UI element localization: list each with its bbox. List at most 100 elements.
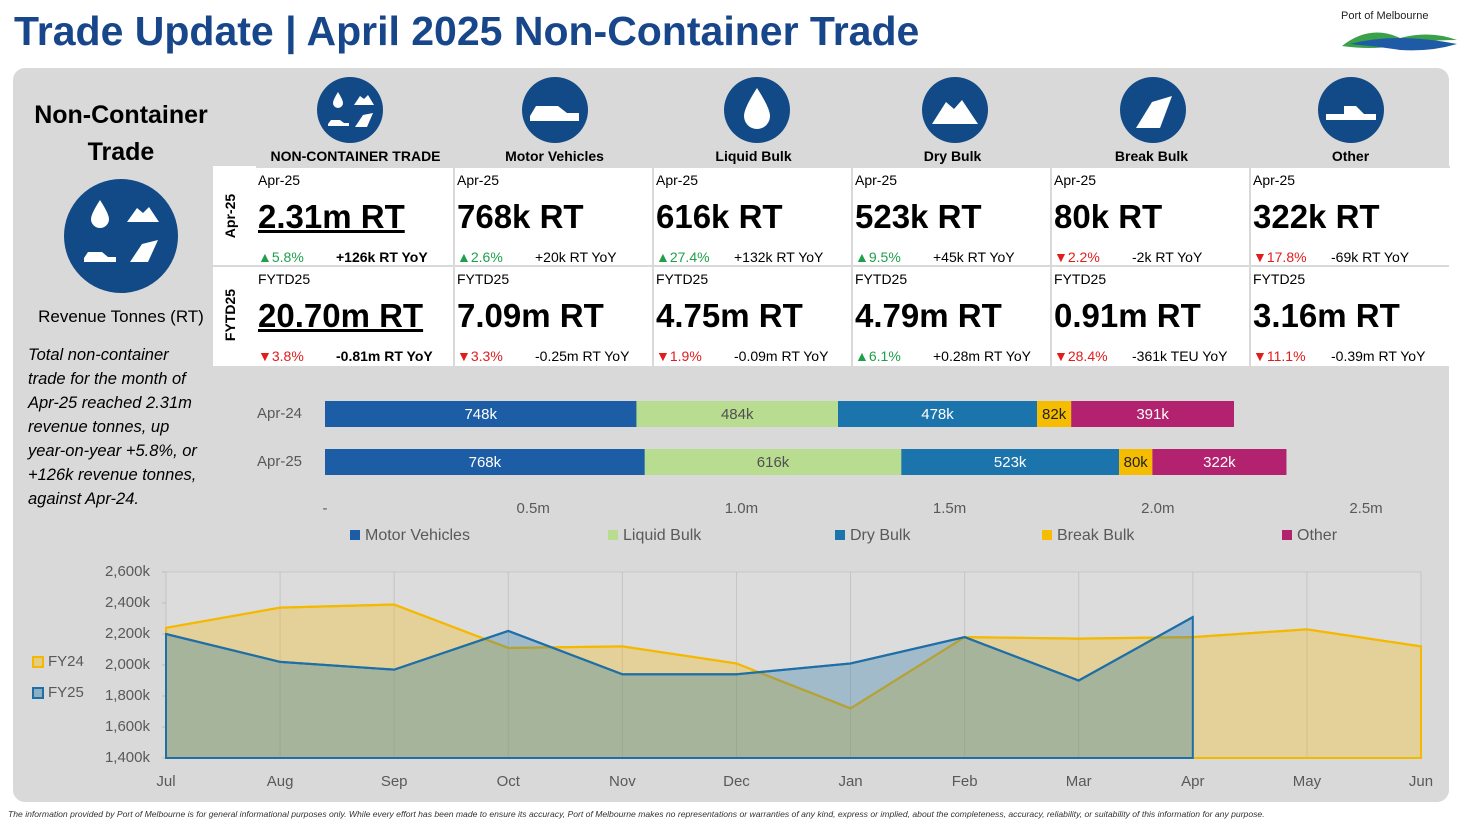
x-tick-label: 2.0m [1141,500,1174,517]
card-label: Apr-25 [1253,172,1296,188]
divider [853,166,1052,168]
x-tick-label: May [1293,773,1322,790]
bar-segment [1119,449,1153,475]
card-label: FYTD25 [1253,271,1306,287]
legend-swatch [350,530,360,540]
bar-value-label: 478k [921,406,954,423]
card-name: Break Bulk [1114,148,1189,164]
x-tick-label: - [323,500,328,517]
card-yoy: +45k RT YoY [933,249,1015,265]
card-name: Liquid Bulk [715,148,792,164]
sidebar-description: Total non-container trade for the month … [28,346,197,508]
y-tick-label: 1,600k [105,718,151,735]
divider [256,166,455,168]
legend-swatch [608,530,618,540]
card-value: 20.70m RT [258,297,424,334]
divider [453,166,455,366]
card-yoy: +132k RT YoY [734,249,824,265]
card-value: 4.75m RT [656,297,803,334]
divider [1052,166,1251,168]
bar-segment [325,401,637,427]
card-label: Apr-25 [457,172,500,188]
card-value: 2.31m RT [258,198,405,235]
page-title: Trade Update | April 2025 Non-Container … [14,8,920,54]
legend-label: Dry Bulk [850,527,911,544]
sidebar-subtitle: Revenue Tonnes (RT) [38,307,204,326]
bar-value-label: 616k [757,454,790,471]
row-label: FYTD25 [222,288,238,342]
card-change: ▲9.5% [855,249,901,265]
disclaimer: The information provided by Port of Melb… [8,809,1265,819]
card-yoy: +0.28m RT YoY [933,348,1031,364]
x-tick-label: Dec [723,773,750,790]
x-tick-label: Oct [497,773,521,790]
card-change: ▼3.8% [258,348,304,364]
bar-value-label: 391k [1136,406,1169,423]
card-change: ▲6.1% [855,348,901,364]
x-tick-label: 0.5m [517,500,550,517]
card-value: 4.79m RT [855,297,1002,334]
bar-value-label: 748k [464,406,497,423]
card-change: ▲5.8% [258,249,304,265]
x-tick-label: Jan [838,773,862,790]
x-tick-label: Jul [156,773,175,790]
card-change: ▲27.4% [656,249,710,265]
card-value: 80k RT [1054,198,1163,235]
divider [654,166,853,168]
legend-label: FY25 [48,684,84,701]
card-value: 768k RT [457,198,584,235]
legend-swatch [835,530,845,540]
card-yoy: -2k RT YoY [1132,249,1203,265]
y-tick-label: Apr-24 [257,405,302,422]
logo-text: Port of Melbourne [1341,10,1429,22]
legend-label: Other [1297,527,1338,544]
card-change: ▼1.9% [656,348,702,364]
card-change: ▼3.3% [457,348,503,364]
card-yoy: -0.81m RT YoY [336,348,433,364]
x-tick-label: 1.0m [725,500,758,517]
legend-label: Break Bulk [1057,527,1135,544]
x-tick-label: Apr [1181,773,1204,790]
y-tick-label: Apr-25 [257,453,302,470]
divider [455,166,654,168]
x-tick-label: Nov [609,773,636,790]
card-yoy: +126k RT YoY [336,249,428,265]
legend-swatch [1042,530,1052,540]
card-name: Motor Vehicles [505,148,604,164]
x-tick-label: 1.5m [933,500,966,517]
divider [851,166,853,366]
bar-segment [325,449,645,475]
legend-label: Liquid Bulk [623,527,702,544]
x-tick-label: 2.5m [1349,500,1382,517]
legend-label: FY24 [48,653,84,670]
card-name: Other [1331,148,1370,164]
bar-segment [1037,401,1072,427]
card-name: Dry Bulk [923,148,982,164]
card-value: 616k RT [656,198,783,235]
divider [1251,166,1450,168]
card-value: 3.16m RT [1253,297,1400,334]
sidebar-title: Non-Container [34,101,208,129]
card-label: Apr-25 [855,172,898,188]
bar-segment [636,401,839,427]
bar-value-label: 768k [469,454,502,471]
bar-value-label: 523k [994,454,1027,471]
series-line [165,616,1194,682]
card-yoy: -0.25m RT YoY [535,348,630,364]
card-label: Apr-25 [258,172,301,188]
card-yoy: -361k TEU YoY [1132,348,1228,364]
y-tick-label: 1,400k [105,749,151,766]
card-value: 0.91m RT [1054,297,1201,334]
bar-value-label: 322k [1203,454,1236,471]
divider [213,265,1449,267]
card-value: 322k RT [1253,198,1380,235]
card-label: FYTD25 [855,271,908,287]
y-tick-label: 2,000k [105,656,151,673]
row-label: Apr-25 [222,193,238,239]
card-change: ▼28.4% [1054,348,1108,364]
x-tick-label: Feb [952,773,978,790]
card-change: ▲2.6% [457,249,503,265]
card-yoy: -69k RT YoY [1331,249,1410,265]
